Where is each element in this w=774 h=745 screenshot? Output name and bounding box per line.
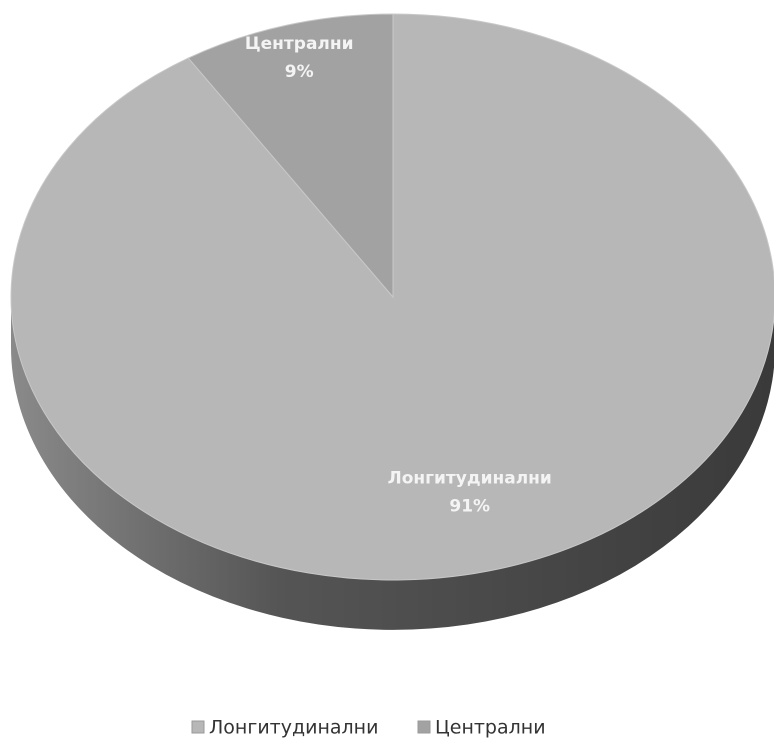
legend-swatch bbox=[191, 720, 205, 734]
data-label-name: Лонгитудинални bbox=[388, 469, 552, 489]
legend-label: Централни bbox=[435, 717, 546, 739]
legend-swatch bbox=[417, 720, 431, 734]
data-label-value: 9% bbox=[285, 62, 314, 82]
data-label-value: 91% bbox=[449, 497, 490, 517]
pie-slice bbox=[187, 13, 394, 299]
legend-label: Лонгитудинални bbox=[209, 717, 378, 739]
data-label-name: Централни bbox=[245, 34, 354, 54]
pie-side bbox=[11, 297, 774, 630]
